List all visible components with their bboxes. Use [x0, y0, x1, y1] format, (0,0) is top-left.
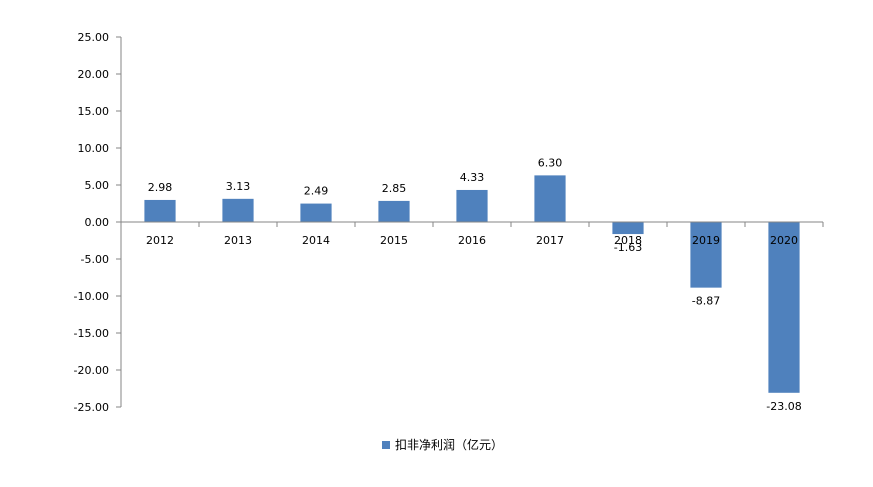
- data-label: 2.49: [304, 185, 329, 198]
- data-label: 2.98: [148, 181, 173, 194]
- y-tick-label: 10.00: [78, 142, 110, 155]
- y-axis: 25.00 20.00 15.00 10.00 5.00 0.00 -5.00 -10.00 -…: [74, 31, 122, 414]
- bar-2014: [300, 203, 332, 222]
- x-tick-label: 2017: [536, 234, 564, 247]
- data-label: 4.33: [460, 171, 485, 184]
- legend-swatch: [382, 440, 390, 449]
- bar-2012: [144, 199, 176, 222]
- bar-2018: [612, 222, 644, 235]
- data-label: 3.13: [226, 180, 251, 193]
- data-label: -23.08: [766, 400, 801, 413]
- y-tick-label: 25.00: [78, 31, 110, 44]
- x-tick-label: 2018: [614, 234, 642, 247]
- x-tick-label: 2015: [380, 234, 408, 247]
- x-tick-label: 2019: [692, 234, 720, 247]
- legend: 扣非净利润（亿元）: [382, 436, 503, 453]
- legend-label: 扣非净利润（亿元）: [395, 438, 504, 452]
- bar-2016: [456, 189, 488, 222]
- bar-2015: [378, 200, 410, 222]
- x-tick-label: 2014: [302, 234, 330, 247]
- y-tick-label: -10.00: [74, 290, 109, 303]
- y-tick-label: -15.00: [74, 327, 109, 340]
- y-tick-label: -25.00: [74, 401, 109, 414]
- y-tick-label: 20.00: [78, 68, 110, 81]
- data-label: -1.63: [614, 241, 642, 254]
- y-tick-label: -5.00: [81, 253, 109, 266]
- x-tick-label: 2012: [146, 234, 174, 247]
- data-label: 2.85: [382, 182, 407, 195]
- data-label: 6.30: [538, 156, 563, 169]
- bar-2017: [534, 175, 566, 222]
- x-tick-label: 2020: [770, 234, 798, 247]
- bar-2020: [768, 222, 800, 393]
- y-tick-label: 0.00: [85, 216, 110, 229]
- x-tick-label: 2016: [458, 234, 486, 247]
- data-label: -8.87: [692, 295, 720, 308]
- y-tick-label: 5.00: [85, 179, 110, 192]
- bar-2019: [690, 222, 722, 288]
- x-axis: 2012 2013 2014 2015 2016 2017 2018 2019 2020: [120, 221, 824, 247]
- y-tick-label: -20.00: [74, 364, 109, 377]
- x-tick-label: 2013: [224, 234, 252, 247]
- bar-2013: [222, 198, 254, 222]
- bar-series: [144, 175, 800, 393]
- data-labels: 2.98 3.13 2.49 2.85 4.33 6.30 -1.63 -8.87 -23.08: [148, 156, 802, 412]
- y-tick-label: 15.00: [78, 105, 110, 118]
